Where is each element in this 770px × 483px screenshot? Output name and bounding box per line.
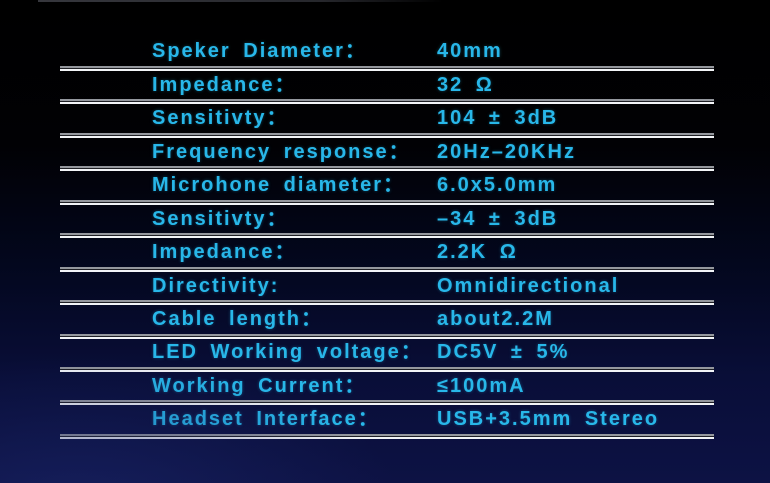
spec-row: Impedance： 32 Ω <box>0 71 770 99</box>
spec-value: Omnidirectional <box>437 275 620 297</box>
table-top-border <box>38 0 443 2</box>
spec-row: Frequency response： 20Hz–20KHz <box>0 138 770 166</box>
spec-row: Working Current： ≤100mA <box>0 372 770 400</box>
row-divider-line <box>60 266 714 272</box>
spec-label: Impedance： <box>152 74 297 96</box>
row-divider-line <box>60 132 714 138</box>
spec-value: USB+3.5mm Stereo <box>437 408 660 430</box>
spec-label: Sensitivty： <box>152 208 289 230</box>
row-divider-line <box>60 366 714 372</box>
spec-row: Speker Diameter： 40mm <box>0 37 770 65</box>
spec-row: Cable length： about2.2M <box>0 305 770 333</box>
row-divider-line <box>60 400 714 405</box>
spec-row: LED Working voltage： DC5V ± 5% <box>0 338 770 366</box>
spec-label: Headset Interface： <box>152 408 380 430</box>
spec-label: Frequency response： <box>152 141 411 163</box>
spec-value: 20Hz–20KHz <box>437 141 576 163</box>
spec-label: Microhone diameter： <box>152 174 406 196</box>
spec-value: about2.2M <box>437 308 554 330</box>
spec-label: Cable length： <box>152 308 324 330</box>
spec-label: Sensitivty： <box>152 107 289 129</box>
spec-row: Sensitivty： 104 ± 3dB <box>0 104 770 132</box>
spec-value: 2.2K Ω <box>437 241 518 263</box>
spec-value: ≤100mA <box>437 375 526 397</box>
spec-label: Working Current： <box>152 375 367 397</box>
spec-value: 32 Ω <box>437 74 494 96</box>
row-divider-line <box>60 433 714 439</box>
row-divider-line <box>60 300 714 305</box>
spec-value: –34 ± 3dB <box>437 208 559 230</box>
spec-row: Sensitivty： –34 ± 3dB <box>0 205 770 233</box>
spec-label: LED Working voltage： <box>152 341 423 363</box>
spec-label: Directivity: <box>152 275 280 297</box>
spec-row: Directivity: Omnidirectional <box>0 272 770 300</box>
row-divider-line <box>60 199 714 205</box>
row-divider-line <box>60 233 714 238</box>
row-divider-line <box>60 99 714 104</box>
spec-value: 104 ± 3dB <box>437 107 559 129</box>
spec-row: Headset Interface： USB+3.5mm Stereo <box>0 405 770 433</box>
spec-label: Impedance： <box>152 241 297 263</box>
row-divider-line <box>60 166 714 171</box>
spec-row: Microhone diameter： 6.0x5.0mm <box>0 171 770 199</box>
row-divider-line <box>60 333 714 339</box>
spec-value: 40mm <box>437 40 503 62</box>
spec-value: DC5V ± 5% <box>437 341 570 363</box>
spec-label: Speker Diameter： <box>152 40 367 62</box>
spec-value: 6.0x5.0mm <box>437 174 558 196</box>
row-divider-line <box>60 65 714 71</box>
spec-row: Impedance： 2.2K Ω <box>0 238 770 266</box>
